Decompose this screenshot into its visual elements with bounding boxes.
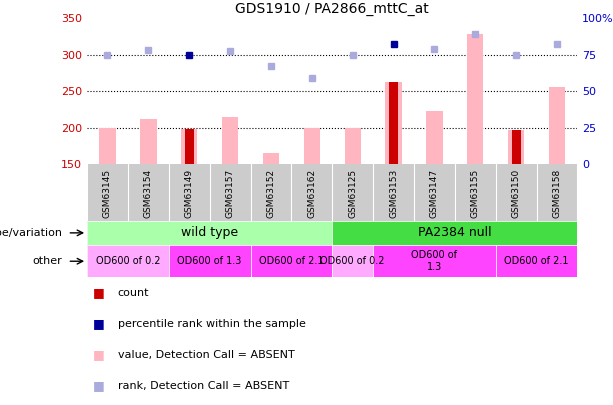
Bar xyxy=(87,221,332,245)
Text: GSM63157: GSM63157 xyxy=(226,168,235,218)
Bar xyxy=(508,130,524,164)
Text: GSM63150: GSM63150 xyxy=(512,168,520,218)
Bar xyxy=(389,82,398,164)
Text: GSM63153: GSM63153 xyxy=(389,168,398,218)
Text: count: count xyxy=(118,288,149,298)
Text: rank, Detection Call = ABSENT: rank, Detection Call = ABSENT xyxy=(118,381,289,390)
Text: ■: ■ xyxy=(93,317,105,330)
Bar xyxy=(251,245,332,277)
Text: GSM63162: GSM63162 xyxy=(307,168,316,217)
Text: GSM63154: GSM63154 xyxy=(144,168,153,217)
Text: OD600 of 2.1: OD600 of 2.1 xyxy=(504,256,569,266)
Text: wild type: wild type xyxy=(181,226,238,239)
Bar xyxy=(99,128,116,164)
Bar xyxy=(185,129,194,164)
Text: ■: ■ xyxy=(93,379,105,392)
Text: genotype/variation: genotype/variation xyxy=(0,228,63,238)
Bar xyxy=(332,221,577,245)
Bar xyxy=(467,34,484,164)
Bar xyxy=(549,87,565,164)
Title: GDS1910 / PA2866_mttC_at: GDS1910 / PA2866_mttC_at xyxy=(235,2,429,16)
Bar xyxy=(263,153,279,164)
Text: OD600 of 0.2: OD600 of 0.2 xyxy=(96,256,160,266)
Text: ■: ■ xyxy=(93,348,105,361)
Text: GSM63145: GSM63145 xyxy=(103,168,112,217)
Bar xyxy=(373,245,496,277)
Text: OD600 of 1.3: OD600 of 1.3 xyxy=(177,256,242,266)
Bar xyxy=(332,245,373,277)
Bar xyxy=(426,111,443,164)
Bar xyxy=(169,245,251,277)
Text: ■: ■ xyxy=(93,286,105,299)
Bar xyxy=(496,245,577,277)
Text: GSM63149: GSM63149 xyxy=(185,168,194,217)
Bar xyxy=(140,119,156,164)
Text: other: other xyxy=(32,256,63,266)
Text: PA2384 null: PA2384 null xyxy=(418,226,492,239)
Text: GSM63125: GSM63125 xyxy=(348,168,357,217)
Bar xyxy=(386,82,402,164)
Bar xyxy=(181,129,197,164)
Text: GSM63155: GSM63155 xyxy=(471,168,480,218)
Text: value, Detection Call = ABSENT: value, Detection Call = ABSENT xyxy=(118,350,294,360)
Bar xyxy=(345,128,361,164)
Bar xyxy=(87,245,169,277)
Text: OD600 of 2.1: OD600 of 2.1 xyxy=(259,256,324,266)
Text: OD600 of
1.3: OD600 of 1.3 xyxy=(411,250,457,272)
Text: GSM63147: GSM63147 xyxy=(430,168,439,217)
Text: GSM63152: GSM63152 xyxy=(267,168,275,217)
Text: percentile rank within the sample: percentile rank within the sample xyxy=(118,319,305,329)
Text: GSM63158: GSM63158 xyxy=(552,168,562,218)
Bar xyxy=(512,130,520,164)
Bar xyxy=(303,128,320,164)
Text: OD600 of 0.2: OD600 of 0.2 xyxy=(321,256,385,266)
Bar xyxy=(222,117,238,164)
